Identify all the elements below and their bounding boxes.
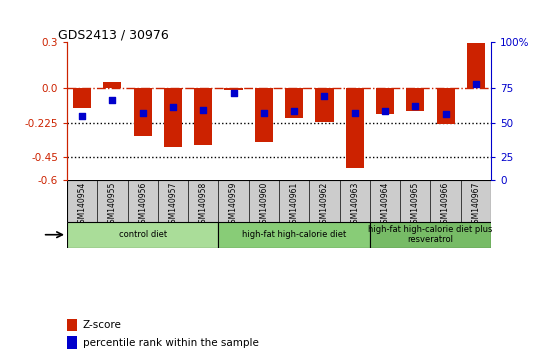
Text: GSM140956: GSM140956 — [138, 182, 147, 228]
Text: control diet: control diet — [119, 230, 167, 239]
Bar — [406, 88, 425, 112]
Text: GSM140959: GSM140959 — [229, 182, 238, 228]
Bar — [315, 88, 334, 122]
Text: GSM140955: GSM140955 — [108, 182, 117, 228]
Bar — [345, 88, 364, 168]
Bar — [218, 222, 370, 248]
Text: high-fat high-calorie diet plus
resveratrol: high-fat high-calorie diet plus resverat… — [368, 225, 493, 244]
Bar — [285, 88, 303, 118]
Bar — [194, 88, 213, 145]
Text: high-fat high-calorie diet: high-fat high-calorie diet — [242, 230, 347, 239]
Bar — [224, 88, 243, 90]
Text: GSM140964: GSM140964 — [381, 182, 389, 228]
Text: GSM140960: GSM140960 — [259, 182, 268, 228]
Point — [411, 103, 420, 109]
Text: GSM140958: GSM140958 — [199, 182, 208, 228]
Point — [259, 110, 268, 116]
Bar — [370, 222, 491, 248]
Point — [108, 97, 117, 103]
Point — [199, 107, 208, 113]
Point — [441, 111, 450, 117]
Bar — [467, 43, 485, 88]
Text: GSM140962: GSM140962 — [320, 182, 329, 228]
Bar — [67, 222, 218, 248]
Point — [229, 91, 238, 96]
Point — [350, 110, 359, 116]
Point — [320, 93, 329, 99]
Text: percentile rank within the sample: percentile rank within the sample — [83, 338, 258, 348]
Bar — [67, 336, 76, 349]
Text: Z-score: Z-score — [83, 320, 122, 330]
Point — [138, 110, 147, 116]
Point — [78, 113, 86, 118]
Text: GSM140954: GSM140954 — [78, 182, 86, 228]
Point — [472, 81, 480, 87]
Bar — [164, 88, 182, 147]
Bar — [103, 82, 122, 88]
Text: GSM140966: GSM140966 — [441, 182, 450, 228]
Bar — [436, 88, 455, 124]
Bar — [133, 88, 152, 136]
Bar — [376, 88, 394, 114]
Bar — [73, 88, 91, 108]
Text: GSM140963: GSM140963 — [350, 182, 359, 228]
Text: GDS2413 / 30976: GDS2413 / 30976 — [59, 28, 169, 41]
Text: GSM140961: GSM140961 — [290, 182, 299, 228]
Point — [290, 109, 299, 114]
Bar — [255, 88, 273, 142]
Text: GSM140967: GSM140967 — [472, 182, 480, 228]
Point — [381, 109, 389, 114]
Bar — [67, 319, 76, 331]
Point — [169, 104, 177, 110]
Text: GSM140957: GSM140957 — [169, 182, 177, 228]
Text: GSM140965: GSM140965 — [411, 182, 420, 228]
